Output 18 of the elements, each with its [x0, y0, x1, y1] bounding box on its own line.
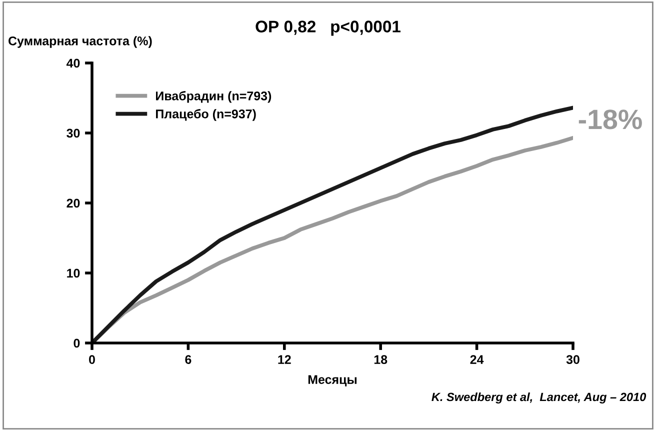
text: -18%: [578, 110, 642, 130]
y-tick-label: 30: [66, 128, 80, 138]
y-tick-label: 20: [66, 198, 80, 208]
legend-label: Ивабрадин (n=793): [156, 91, 272, 103]
x-tick-label: 6: [185, 355, 192, 364]
x-axis-title: Месяцы: [308, 375, 357, 386]
x-tick-label: 18: [374, 355, 388, 364]
text: K. Swedberg et al, Lancet, Aug – 2010: [432, 392, 646, 404]
y-tick-label: 10: [67, 268, 80, 278]
legend-label: Плацебо (n=937): [156, 109, 256, 121]
y-axis-title: Суммарная частота (%): [8, 36, 152, 48]
chart-title: ОР 0,82 p<0,0001: [256, 20, 401, 36]
y-tick-label: 40: [66, 58, 80, 68]
x-tick-label: 12: [278, 355, 291, 364]
x-tick-label: 0: [89, 355, 95, 364]
y-tick-label: 0: [74, 338, 80, 348]
x-tick-label: 30: [566, 355, 580, 364]
x-tick-label: 24: [470, 355, 484, 364]
